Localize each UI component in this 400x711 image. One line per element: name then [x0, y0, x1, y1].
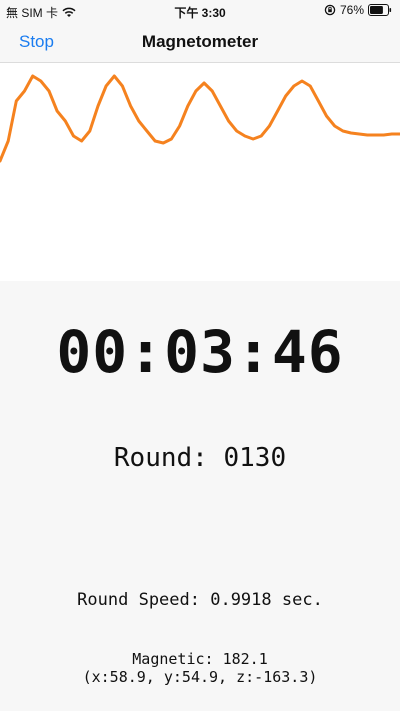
magnetic-components: (x:58.9, y:54.9, z:-163.3)	[82, 668, 318, 686]
status-left: 無 SIM 卡	[6, 4, 76, 21]
carrier-label: 無 SIM 卡	[6, 6, 59, 20]
battery-icon	[368, 4, 392, 16]
status-right: 76%	[324, 3, 392, 17]
nav-title: Magnetometer	[141, 32, 259, 51]
round-speed: Round Speed: 0.9918 sec.	[77, 590, 323, 610]
status-time: 下午 3:30	[174, 6, 226, 20]
stop-button[interactable]: Stop	[19, 32, 54, 51]
rotation-lock-icon	[324, 4, 336, 16]
wifi-icon	[62, 7, 76, 18]
status-bar: 無 SIM 卡 下午 3:30 76%	[0, 0, 400, 22]
battery-percent: 76%	[339, 3, 364, 17]
chart-svg	[0, 74, 400, 163]
magnetometer-chart	[0, 63, 400, 281]
magnetic-readout: Magnetic: 182.1 (x:58.9, y:54.9, z:-163.…	[0, 650, 400, 686]
navigation-bar: Stop Magnetometer	[0, 22, 400, 63]
chart-series-line	[0, 74, 400, 163]
elapsed-timer: 00:03:46	[56, 318, 344, 386]
magnetic-value: Magnetic: 182.1	[132, 650, 268, 668]
round-counter: Round: 0130	[113, 443, 287, 473]
